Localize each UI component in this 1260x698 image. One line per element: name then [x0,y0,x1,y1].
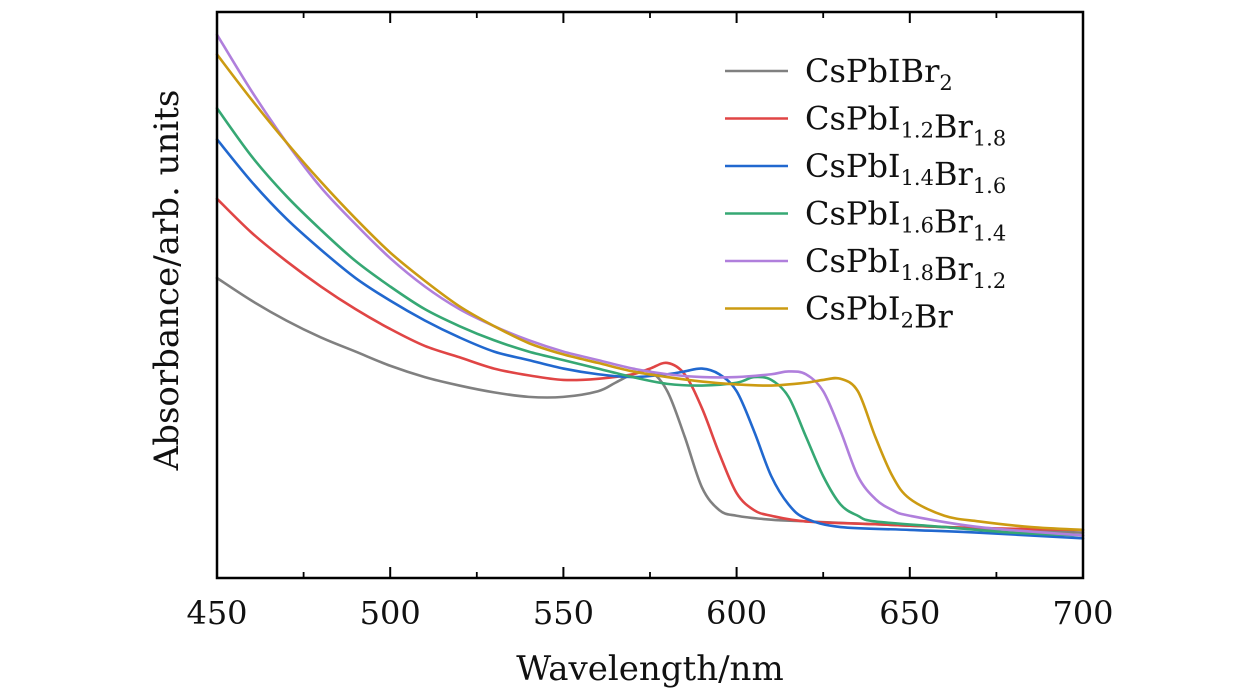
legend: CsPbIBr2CsPbI1.2Br1.8CsPbI1.4Br1.6CsPbI1… [725,52,1006,336]
tick-layer [216,12,1084,578]
legend-item-1: CsPbIBr2 [725,52,953,95]
series-line-4 [215,106,1085,537]
legend-label: CsPbIBr2 [805,52,953,95]
series-line-5 [215,33,1085,537]
x-axis-title: Wavelength/nm [516,649,783,689]
x-tick-label: 600 [706,594,767,632]
x-tick-label: 500 [360,594,421,632]
legend-label: CsPbI1.2Br1.8 [805,100,1006,151]
legend-item-2: CsPbI1.2Br1.8 [725,100,1006,151]
legend-label: CsPbI1.8Br1.2 [805,242,1006,293]
plot-frame [215,10,1085,580]
legend-item-3: CsPbI1.4Br1.6 [725,147,1006,198]
legend-item-6: CsPbI2Br [725,290,953,336]
tick-label-layer: 450 500 550 600 650 700 [186,594,1113,632]
x-tick-label: 450 [186,594,247,632]
x-tick-label: 550 [533,594,594,632]
x-tick-label: 700 [1052,594,1113,632]
legend-item-5: CsPbI1.8Br1.2 [725,242,1006,293]
legend-label: CsPbI1.4Br1.6 [805,147,1006,198]
series-line-2 [215,197,1085,532]
series-line-3 [215,138,1085,540]
series-line-6 [215,53,1085,532]
series-line-1 [215,276,1085,535]
legend-label: CsPbI1.6Br1.4 [805,195,1006,246]
series-layer [215,33,1085,540]
legend-item-4: CsPbI1.6Br1.4 [725,195,1006,246]
legend-label: CsPbI2Br [805,290,953,336]
y-axis-title: Absorbance/arb. units [147,90,187,472]
x-tick-label: 650 [879,594,940,632]
